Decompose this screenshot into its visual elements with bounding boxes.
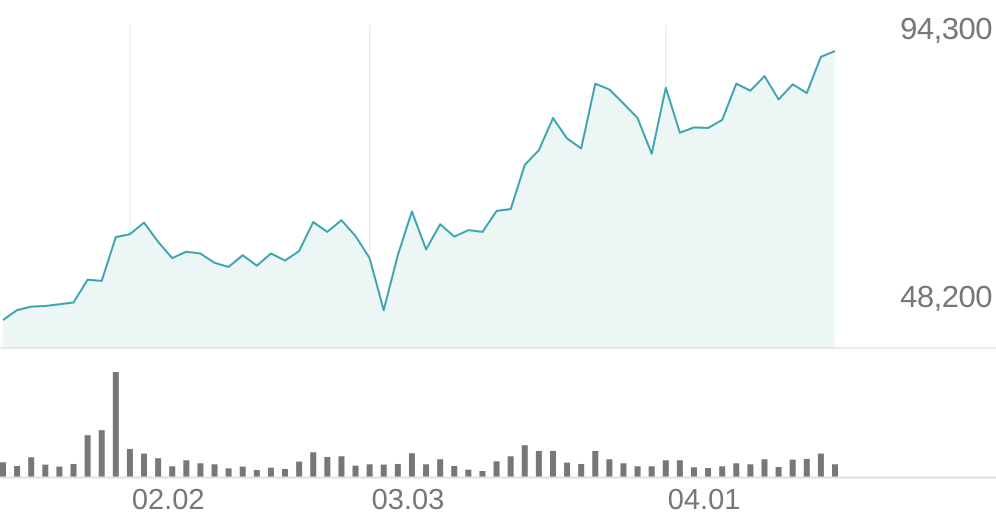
volume-bar — [803, 458, 810, 477]
volume-bar — [620, 463, 627, 477]
volume-bar — [98, 430, 105, 477]
volume-bar — [521, 445, 528, 477]
volume-bar — [197, 463, 204, 477]
volume-bar — [592, 450, 599, 477]
volume-bar — [761, 459, 768, 477]
volume-bar — [56, 466, 63, 477]
volume-bar — [578, 463, 585, 477]
volume-bar — [564, 462, 571, 477]
volume-bar — [169, 466, 176, 477]
volume-bar — [705, 467, 712, 477]
volume-bar — [507, 456, 514, 477]
x-tick-label: 02.02 — [131, 484, 205, 516]
y-min-label: 48,200 — [900, 279, 992, 314]
y-max-label: 94,300 — [900, 11, 992, 46]
volume-bar — [719, 466, 726, 477]
volume-bar — [733, 463, 740, 477]
volume-bar — [465, 469, 472, 477]
volume-bar — [155, 458, 162, 477]
volume-bar — [832, 464, 838, 477]
volume-bar — [394, 463, 401, 477]
volume-bar — [648, 466, 655, 477]
volume-bar — [747, 464, 754, 477]
volume-bar — [451, 465, 458, 477]
volume-bar — [437, 459, 444, 477]
volume-bar — [282, 468, 289, 477]
volume-bar — [775, 466, 782, 477]
volume-bar — [239, 466, 246, 477]
x-tick-label: 03.03 — [371, 484, 445, 516]
volume-bar — [408, 453, 415, 477]
volume-bar — [634, 466, 641, 477]
x-tick-label: 04.01 — [667, 484, 741, 516]
volume-bar — [817, 453, 824, 477]
volume-bar — [310, 452, 317, 477]
volume-bar — [423, 464, 430, 477]
volume-bar — [225, 468, 232, 477]
volume-bar — [112, 372, 119, 477]
volume-bar — [380, 464, 387, 477]
volume-bar — [338, 456, 345, 477]
volume-bar — [211, 464, 218, 477]
volume-bar — [676, 460, 683, 477]
volume-bar — [479, 470, 486, 477]
volume-bar — [352, 465, 359, 477]
volume-bar — [296, 461, 303, 477]
volume-bar — [70, 463, 77, 477]
price-area-fill — [3, 51, 835, 348]
price-line — [2, 50, 836, 321]
volume-bar — [126, 448, 133, 477]
volume-bar — [267, 467, 274, 477]
volume-bar — [0, 462, 6, 477]
volume-bar — [662, 460, 669, 477]
volume-bar — [253, 469, 260, 477]
volume-bar — [28, 457, 35, 477]
volume-bar — [789, 459, 796, 477]
volume-bar — [366, 464, 373, 477]
volume-bar — [535, 450, 542, 477]
volume-bar — [549, 450, 556, 477]
volume-bar — [324, 456, 331, 477]
volume-bar — [14, 465, 21, 477]
volume-bar — [84, 435, 91, 477]
volume-bar — [141, 453, 148, 477]
volume-bar — [183, 460, 190, 477]
volume-bar — [493, 461, 500, 477]
volume-bar — [606, 459, 613, 477]
volume-bar — [690, 467, 697, 477]
volume-bar — [42, 464, 49, 477]
